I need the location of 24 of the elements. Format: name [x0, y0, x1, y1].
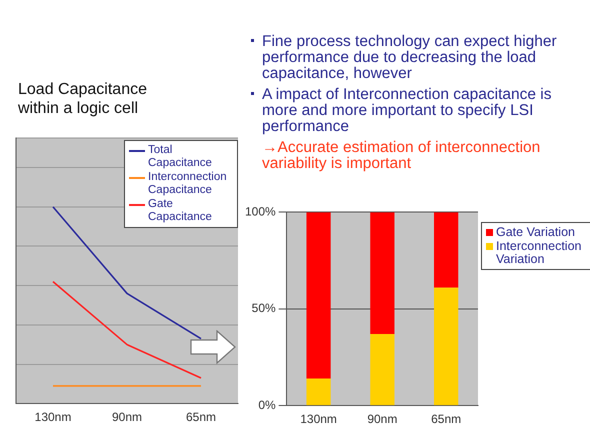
y-tick-label: 100%	[244, 204, 276, 219]
text: →Accurate estimation of interconnection variability is important	[262, 139, 542, 172]
x-tick-label: 130nm	[300, 412, 337, 426]
bar	[306, 212, 331, 379]
y-tick-label: 50%	[252, 301, 276, 316]
bar	[306, 378, 331, 406]
x-tick-label: 90nm	[367, 412, 398, 426]
bar	[434, 212, 458, 288]
bar	[370, 212, 394, 334]
x-tick-label: 90nm	[112, 410, 142, 424]
x-tick-label: 65nm	[186, 410, 216, 424]
text: Fine process technology can expect higher performance due to decreasing the load capacitance, however	[262, 33, 590, 82]
legend-label: Interconnection Variation	[496, 239, 582, 266]
x-tick-label: 65nm	[431, 412, 462, 426]
bar	[370, 334, 394, 406]
text: A impact of Interconnection capacitance is more and more important to specify LSI performance	[262, 86, 590, 135]
legend-label: Gate Capacitance	[148, 198, 213, 224]
legend-label: Total Capacitance	[148, 144, 213, 170]
bar	[434, 288, 458, 406]
chart-title: Load Capacitance within a logic cell	[18, 80, 148, 118]
y-tick-label: 0%	[258, 398, 276, 412]
legend-label: Gate Variation	[496, 225, 575, 240]
x-tick-label: 130nm	[34, 410, 72, 424]
legend-label: Interconnection Capacitance	[148, 171, 228, 197]
